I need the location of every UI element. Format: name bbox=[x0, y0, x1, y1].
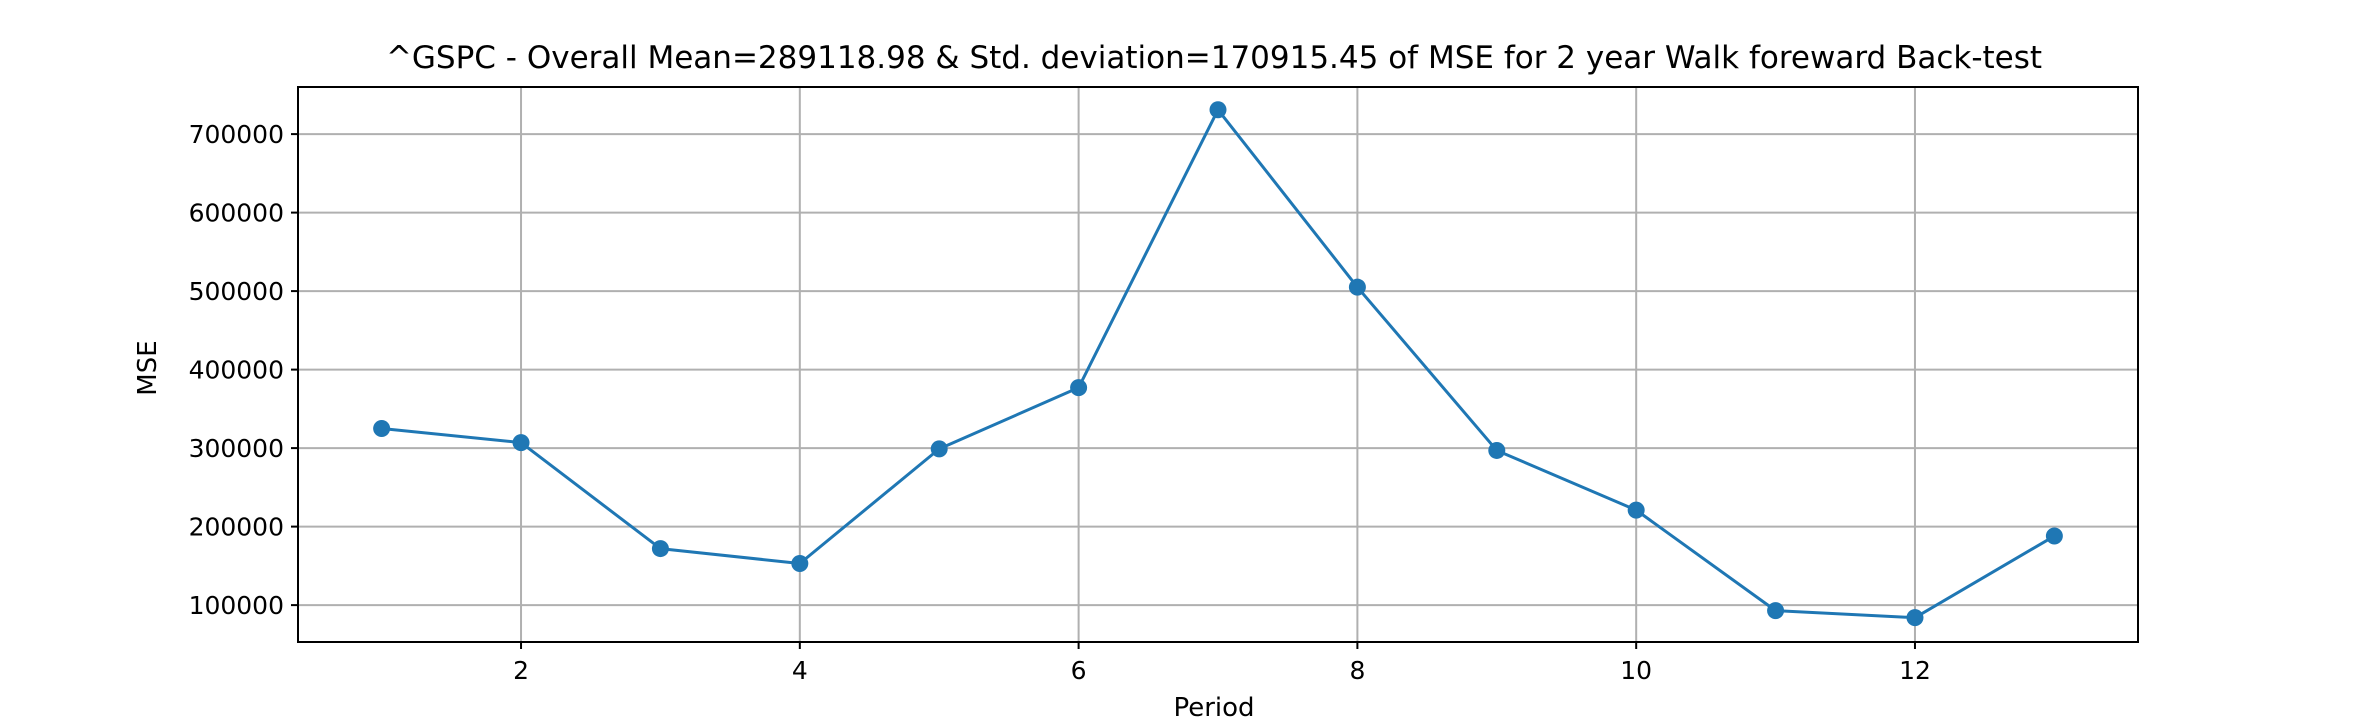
data-point bbox=[930, 440, 948, 458]
data-point bbox=[1906, 609, 1924, 627]
x-tick-label: 12 bbox=[1899, 656, 1931, 685]
x-tick-label: 2 bbox=[513, 656, 529, 685]
data-point bbox=[1627, 501, 1645, 519]
grid bbox=[298, 87, 2138, 642]
x-tick-label: 4 bbox=[792, 656, 808, 685]
data-point bbox=[1767, 602, 1785, 620]
series-layer bbox=[373, 101, 2063, 627]
ticks: 2 4 6 8 10 12 100000 200000 300000 400000 500000 60… bbox=[189, 120, 1931, 685]
y-tick-label: 700000 bbox=[189, 120, 284, 149]
x-tick-label: 10 bbox=[1620, 656, 1652, 685]
data-point bbox=[1070, 379, 1088, 397]
y-axis-label: MSE bbox=[133, 340, 163, 395]
y-tick-label: 500000 bbox=[189, 277, 284, 306]
data-point bbox=[651, 540, 669, 558]
plot-frame bbox=[297, 86, 2139, 643]
y-tick-label: 100000 bbox=[189, 591, 284, 620]
chart-title: ^GSPC - Overall Mean=289118.98 & Std. de… bbox=[386, 40, 2042, 76]
x-tick-label: 8 bbox=[1349, 656, 1365, 685]
y-tick-label: 200000 bbox=[189, 513, 284, 542]
data-point bbox=[1348, 278, 1366, 296]
data-point bbox=[1209, 101, 1227, 119]
x-axis-label: Period bbox=[1173, 693, 1254, 720]
data-point bbox=[512, 434, 530, 452]
data-point bbox=[791, 554, 809, 572]
x-tick-label: 6 bbox=[1071, 656, 1087, 685]
data-point bbox=[373, 419, 391, 437]
y-tick-label: 300000 bbox=[189, 434, 284, 463]
y-tick-label: 400000 bbox=[189, 356, 284, 385]
y-tick-label: 600000 bbox=[189, 199, 284, 228]
data-point bbox=[1488, 441, 1506, 459]
data-point bbox=[2045, 527, 2063, 545]
